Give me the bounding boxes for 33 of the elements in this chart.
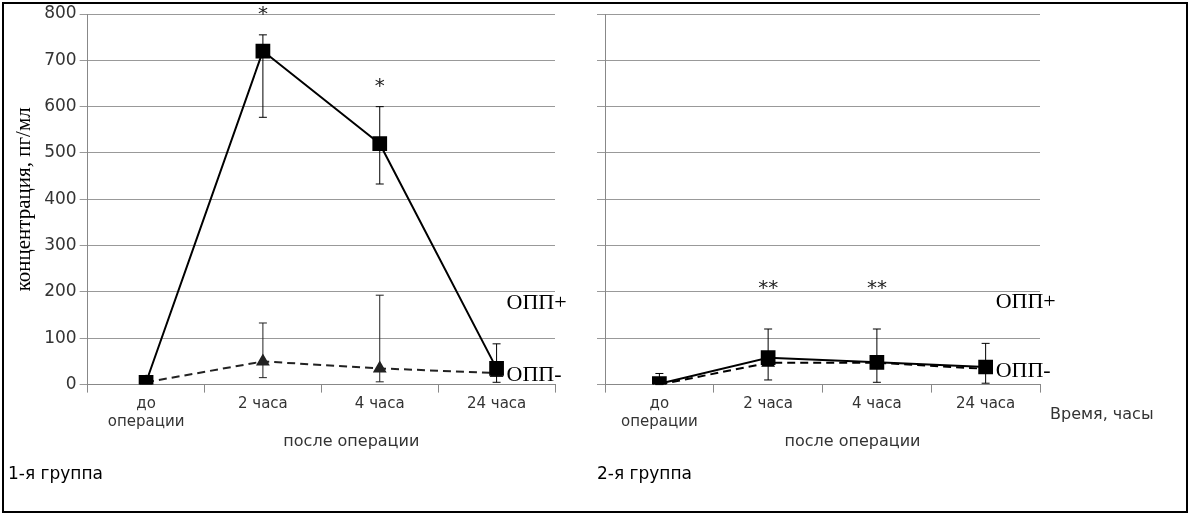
- text: после операции: [784, 430, 921, 450]
- y-tick-label: 0: [65, 373, 77, 394]
- annotation: *: [257, 1, 268, 26]
- x-tick-label: до операции: [621, 394, 698, 431]
- annotation: *: [374, 72, 385, 97]
- x-axis-title: Время, часы: [1050, 403, 1154, 423]
- point: [489, 361, 504, 376]
- x-tick-label: 4 часа: [354, 394, 405, 413]
- y-tick-label: 200: [44, 280, 77, 301]
- x-tick-label: 2 часа: [238, 394, 288, 413]
- text: после операции: [283, 430, 420, 450]
- text: ОПП+: [995, 287, 1056, 313]
- x-tick-label: 24 часа: [466, 394, 527, 413]
- series-label: ОПП+: [506, 289, 567, 315]
- series-label: ОПП-: [995, 356, 1051, 382]
- x-tick-label: до операции: [107, 394, 185, 431]
- x-tick-label: 24 часа: [955, 394, 1016, 413]
- annotation: **: [866, 275, 887, 300]
- y-tick-label: 800: [44, 2, 77, 23]
- text: 1-я группа: [8, 463, 104, 484]
- x-tick-label: 2 часа: [743, 394, 794, 413]
- y-tick-label: 700: [44, 48, 77, 69]
- y-tick-label: 100: [44, 326, 77, 347]
- annotation: **: [758, 275, 779, 300]
- series-label: ОПП-: [506, 360, 562, 386]
- y-tick-label: 400: [44, 187, 77, 208]
- point: [372, 136, 388, 152]
- x-tick-label: 4 часа: [851, 394, 902, 413]
- y-tick-label: 600: [44, 95, 77, 116]
- y-tick-label: 300: [44, 234, 77, 255]
- y-axis-title: концентрация, пг/мл: [11, 107, 36, 292]
- y-tick-label: 500: [44, 141, 77, 162]
- text: 2-я группа: [597, 463, 693, 484]
